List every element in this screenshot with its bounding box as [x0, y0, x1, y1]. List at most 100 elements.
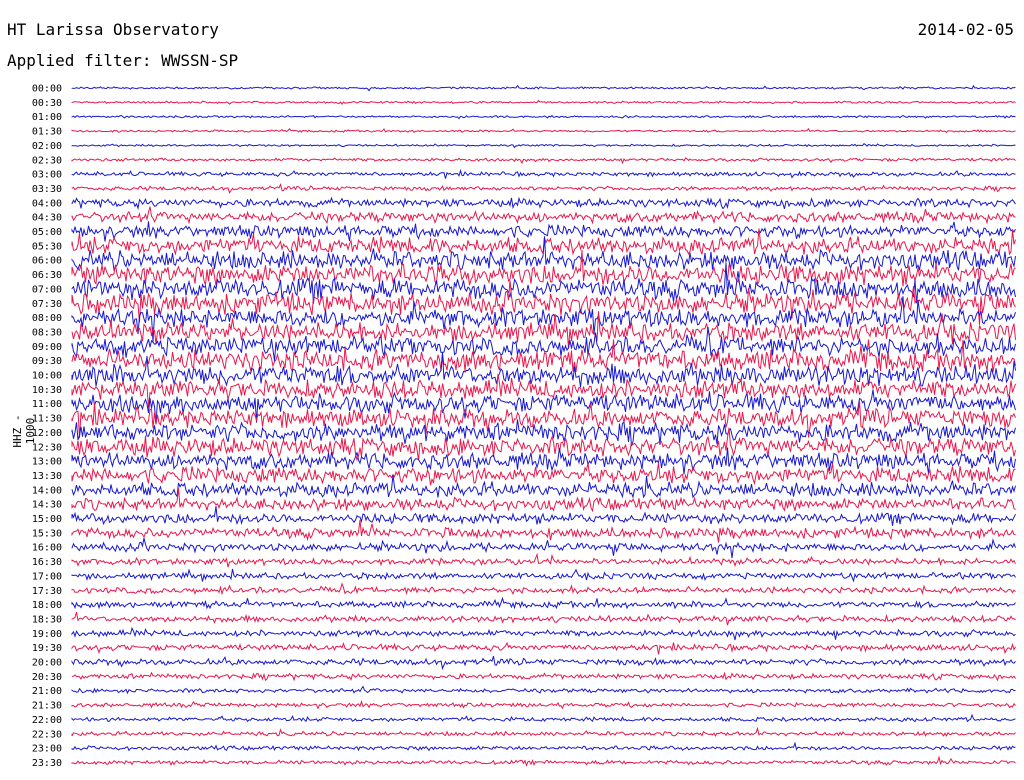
row-label: 02:00 — [32, 141, 62, 152]
trace-row — [71, 127, 1016, 133]
trace-row — [71, 671, 1016, 682]
trace-row — [71, 447, 1016, 475]
row-labels: 00:00 00:30 01:00 01:30 02:00 02:30 03:00 03:30… — [32, 84, 62, 769]
trace-row — [71, 389, 1016, 424]
row-label: 23:00 — [32, 744, 62, 755]
row-label: 17:00 — [32, 571, 62, 582]
trace-row — [71, 84, 1016, 92]
trace-row — [71, 713, 1016, 723]
trace-row — [71, 182, 1016, 194]
trace-row — [71, 568, 1016, 583]
station-title: HT Larissa Observatory — [7, 20, 219, 39]
row-label: 12:30 — [32, 442, 62, 453]
trace-row — [71, 488, 1016, 513]
row-label: 11:30 — [32, 414, 62, 425]
row-label: 22:00 — [32, 715, 62, 726]
trace-row — [71, 427, 1016, 462]
row-label: 13:00 — [32, 457, 62, 468]
row-label: 11:00 — [32, 399, 62, 410]
row-label: 06:30 — [32, 270, 62, 281]
trace-row — [71, 741, 1016, 752]
row-label: 19:00 — [32, 629, 62, 640]
trace-row — [71, 726, 1016, 737]
trace-row — [71, 296, 1016, 342]
row-label: 16:30 — [32, 557, 62, 568]
row-label: 04:30 — [32, 213, 62, 224]
trace-row — [71, 99, 1016, 105]
trace-row — [71, 419, 1016, 447]
trace-row — [71, 474, 1016, 499]
trace-row — [71, 311, 1016, 349]
row-label: 17:30 — [32, 586, 62, 597]
trace-row — [71, 611, 1016, 626]
row-label: 08:30 — [32, 327, 62, 338]
trace-row — [71, 262, 1016, 304]
trace-row — [71, 114, 1016, 120]
row-label: 09:30 — [32, 356, 62, 367]
trace-row — [71, 699, 1016, 710]
trace-row — [71, 400, 1016, 439]
trace-row — [71, 168, 1016, 179]
traces — [71, 84, 1016, 767]
row-label: 07:30 — [32, 299, 62, 310]
row-label: 20:00 — [32, 658, 62, 669]
row-label: 12:00 — [32, 428, 62, 439]
row-label: 06:00 — [32, 256, 62, 267]
trace-row — [71, 506, 1016, 526]
row-label: 23:30 — [32, 758, 62, 769]
record-date: 2014-02-05 — [917, 20, 1014, 39]
trace-row — [71, 462, 1016, 486]
row-label: 21:00 — [32, 686, 62, 697]
row-label: 01:30 — [32, 127, 62, 138]
row-label: 13:30 — [32, 471, 62, 482]
trace-row — [71, 374, 1016, 409]
trace-row — [71, 196, 1016, 211]
row-label: 20:30 — [32, 672, 62, 683]
trace-row — [71, 157, 1016, 165]
trace-row — [71, 685, 1016, 695]
row-label: 10:30 — [32, 385, 62, 396]
row-label: 22:30 — [32, 729, 62, 740]
row-label: 07:00 — [32, 284, 62, 295]
trace-row — [71, 552, 1016, 568]
row-label: 09:00 — [32, 342, 62, 353]
row-label: 21:30 — [32, 701, 62, 712]
row-label: 15:30 — [32, 528, 62, 539]
row-label: 18:00 — [32, 600, 62, 611]
trace-row — [71, 326, 1016, 362]
trace-row — [71, 280, 1016, 325]
row-label: 10:00 — [32, 371, 62, 382]
trace-row — [71, 206, 1016, 225]
trace-row — [71, 519, 1016, 543]
row-label: 04:00 — [32, 198, 62, 209]
row-label: 14:30 — [32, 500, 62, 511]
trace-row — [71, 596, 1016, 610]
row-label: 08:00 — [32, 313, 62, 324]
trace-row — [71, 221, 1016, 242]
trace-row — [71, 626, 1016, 641]
trace-row — [71, 249, 1016, 287]
trace-row — [71, 582, 1016, 596]
trace-row — [71, 655, 1016, 671]
filter-label: Applied filter: WWSSN-SP — [7, 51, 239, 70]
trace-row — [71, 537, 1016, 559]
trace-row — [71, 143, 1016, 149]
trace-row — [71, 339, 1016, 373]
row-label: 05:30 — [32, 241, 62, 252]
row-label: 05:00 — [32, 227, 62, 238]
row-label: 02:30 — [32, 155, 62, 166]
trace-row — [71, 352, 1016, 388]
trace-row — [71, 641, 1016, 655]
row-label: 03:00 — [32, 170, 62, 181]
row-label: 00:30 — [32, 98, 62, 109]
row-label: 18:30 — [32, 614, 62, 625]
row-label: 01:00 — [32, 112, 62, 123]
row-label: 14:00 — [32, 485, 62, 496]
row-label: 15:00 — [32, 514, 62, 525]
trace-row — [71, 236, 1016, 272]
trace-row — [71, 755, 1016, 767]
row-label: 19:30 — [32, 643, 62, 654]
row-label: 00:00 — [32, 84, 62, 95]
row-label: 16:00 — [32, 543, 62, 554]
